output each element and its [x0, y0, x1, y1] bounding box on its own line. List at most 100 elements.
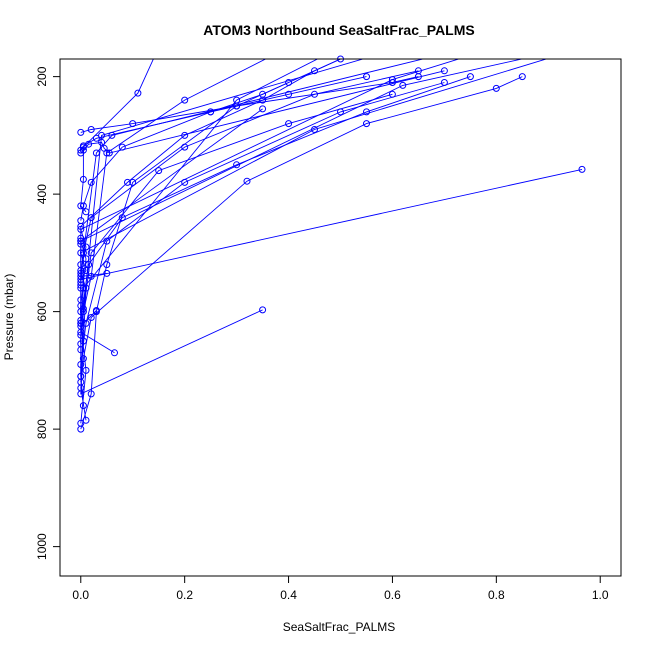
y-tick-label: 200: [35, 66, 49, 86]
data-point: [87, 314, 95, 321]
data-point: [466, 73, 474, 81]
chart-title: ATOM3 Northbound SeaSaltFrac_PALMS: [203, 22, 474, 38]
data-point: [259, 90, 267, 98]
data-point: [129, 120, 137, 128]
points-layer: [77, 55, 586, 433]
data-point: [77, 372, 85, 380]
data-point: [233, 161, 241, 169]
data-point: [82, 267, 90, 274]
data-point: [311, 67, 318, 75]
data-point: [77, 128, 85, 136]
data-point: [79, 175, 87, 183]
data-point: [79, 146, 87, 154]
data-point: [82, 208, 90, 216]
data-point: [103, 237, 111, 245]
data-point: [79, 142, 87, 150]
data-point: [105, 149, 113, 157]
data-point: [363, 73, 370, 81]
x-tick-label: 0.6: [384, 588, 401, 602]
data-point: [108, 131, 116, 139]
data-point: [440, 79, 448, 86]
data-point: [87, 214, 95, 222]
data-point: [103, 261, 111, 269]
x-tick-label: 1.0: [592, 588, 609, 602]
data-point: [77, 331, 85, 339]
data-point: [388, 79, 396, 86]
data-point: [181, 131, 189, 139]
data-point: [118, 214, 126, 222]
data-point: [77, 361, 85, 368]
data-point: [98, 131, 106, 139]
data-point: [134, 89, 142, 97]
data-point: [155, 167, 163, 175]
data-point: [100, 144, 108, 152]
data-point: [77, 284, 85, 292]
data-point: [285, 79, 293, 86]
data-point: [82, 319, 90, 327]
data-point: [414, 67, 422, 75]
profile-line-7: [80, 59, 365, 395]
data-point: [207, 108, 215, 116]
data-point: [77, 419, 85, 427]
data-point: [87, 126, 95, 133]
data-point: [285, 90, 293, 98]
data-point: [87, 249, 95, 257]
data-point: [85, 261, 93, 269]
data-point: [77, 225, 85, 233]
data-point: [363, 120, 370, 128]
profile-line-13: [80, 76, 419, 133]
data-point: [82, 255, 90, 263]
data-point: [259, 306, 267, 314]
data-point: [492, 84, 500, 92]
profile-line-2: [80, 59, 267, 424]
data-point: [233, 102, 241, 110]
data-point: [87, 178, 95, 186]
x-tick-label: 0.2: [176, 588, 193, 602]
data-point: [399, 81, 407, 89]
data-point: [92, 307, 100, 314]
data-point: [77, 237, 85, 245]
data-point: [77, 340, 85, 348]
data-point: [118, 143, 126, 151]
data-point: [311, 126, 318, 133]
data-point: [243, 177, 251, 185]
data-point: [82, 243, 90, 251]
profile-line-6: [80, 59, 524, 354]
data-point: [77, 249, 85, 257]
y-axis: 200 400 600 800 1000: [35, 66, 61, 560]
y-tick-label: 1000: [35, 533, 49, 560]
data-point: [578, 165, 586, 173]
data-point: [77, 316, 85, 324]
x-tick-label: 0.0: [72, 588, 89, 602]
data-point: [181, 178, 189, 186]
data-point: [111, 349, 118, 357]
data-point: [124, 178, 131, 186]
data-point: [82, 366, 90, 374]
data-point: [103, 269, 111, 277]
x-axis-label: SeaSaltFrac_PALMS: [283, 620, 396, 634]
x-tick-label: 0.4: [280, 588, 297, 602]
profile-line-4: [80, 76, 523, 421]
data-point: [82, 416, 90, 424]
data-point: [181, 143, 189, 151]
profile-line-18: [80, 82, 445, 377]
y-tick-label: 800: [35, 419, 49, 439]
data-point: [92, 134, 100, 142]
y-tick-label: 400: [35, 184, 49, 204]
y-tick-label: 600: [35, 301, 49, 321]
data-point: [259, 105, 267, 113]
data-point: [79, 249, 87, 257]
data-point: [77, 308, 85, 316]
data-point: [79, 355, 87, 363]
data-point: [82, 284, 90, 292]
data-point: [518, 73, 526, 81]
data-point: [92, 149, 100, 157]
data-point: [311, 90, 318, 98]
profile-line-11: [80, 59, 154, 213]
series-layer: [79, 59, 583, 430]
x-axis: 0.0 0.2 0.4 0.6 0.8 1.0: [72, 575, 609, 602]
data-point: [77, 202, 85, 210]
data-point: [337, 108, 344, 116]
data-point: [87, 390, 95, 398]
